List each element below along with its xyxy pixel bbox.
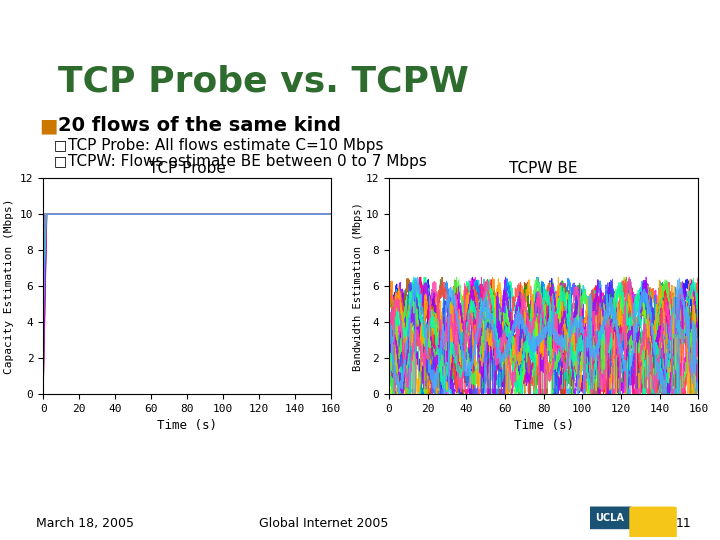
Text: Global Internet 2005: Global Internet 2005 xyxy=(259,517,389,530)
Text: March 18, 2005: March 18, 2005 xyxy=(36,517,134,530)
Text: UCLA: UCLA xyxy=(595,513,624,523)
Title: TCPW BE: TCPW BE xyxy=(509,160,578,176)
Text: TCP Probe vs. TCPW: TCP Probe vs. TCPW xyxy=(58,65,469,99)
X-axis label: Time (s): Time (s) xyxy=(157,420,217,433)
Title: TCP Probe: TCP Probe xyxy=(149,160,225,176)
Text: TCPW: Flows estimate BE between 0 to 7 Mbps: TCPW: Flows estimate BE between 0 to 7 M… xyxy=(68,154,427,169)
FancyBboxPatch shape xyxy=(586,507,634,529)
X-axis label: Time (s): Time (s) xyxy=(513,420,574,433)
Text: □: □ xyxy=(54,138,67,152)
Text: □: □ xyxy=(54,154,67,168)
Text: 11: 11 xyxy=(675,517,691,530)
Y-axis label: Bandwidth Estimation (Mbps): Bandwidth Estimation (Mbps) xyxy=(353,202,363,370)
FancyBboxPatch shape xyxy=(629,507,677,539)
Text: TCP Probe: All flows estimate C=10 Mbps: TCP Probe: All flows estimate C=10 Mbps xyxy=(68,138,384,153)
Text: 20 flows of the same kind: 20 flows of the same kind xyxy=(58,116,341,135)
Y-axis label: Capacity Estimation (Mbps): Capacity Estimation (Mbps) xyxy=(4,198,14,374)
Text: ■: ■ xyxy=(40,116,58,135)
